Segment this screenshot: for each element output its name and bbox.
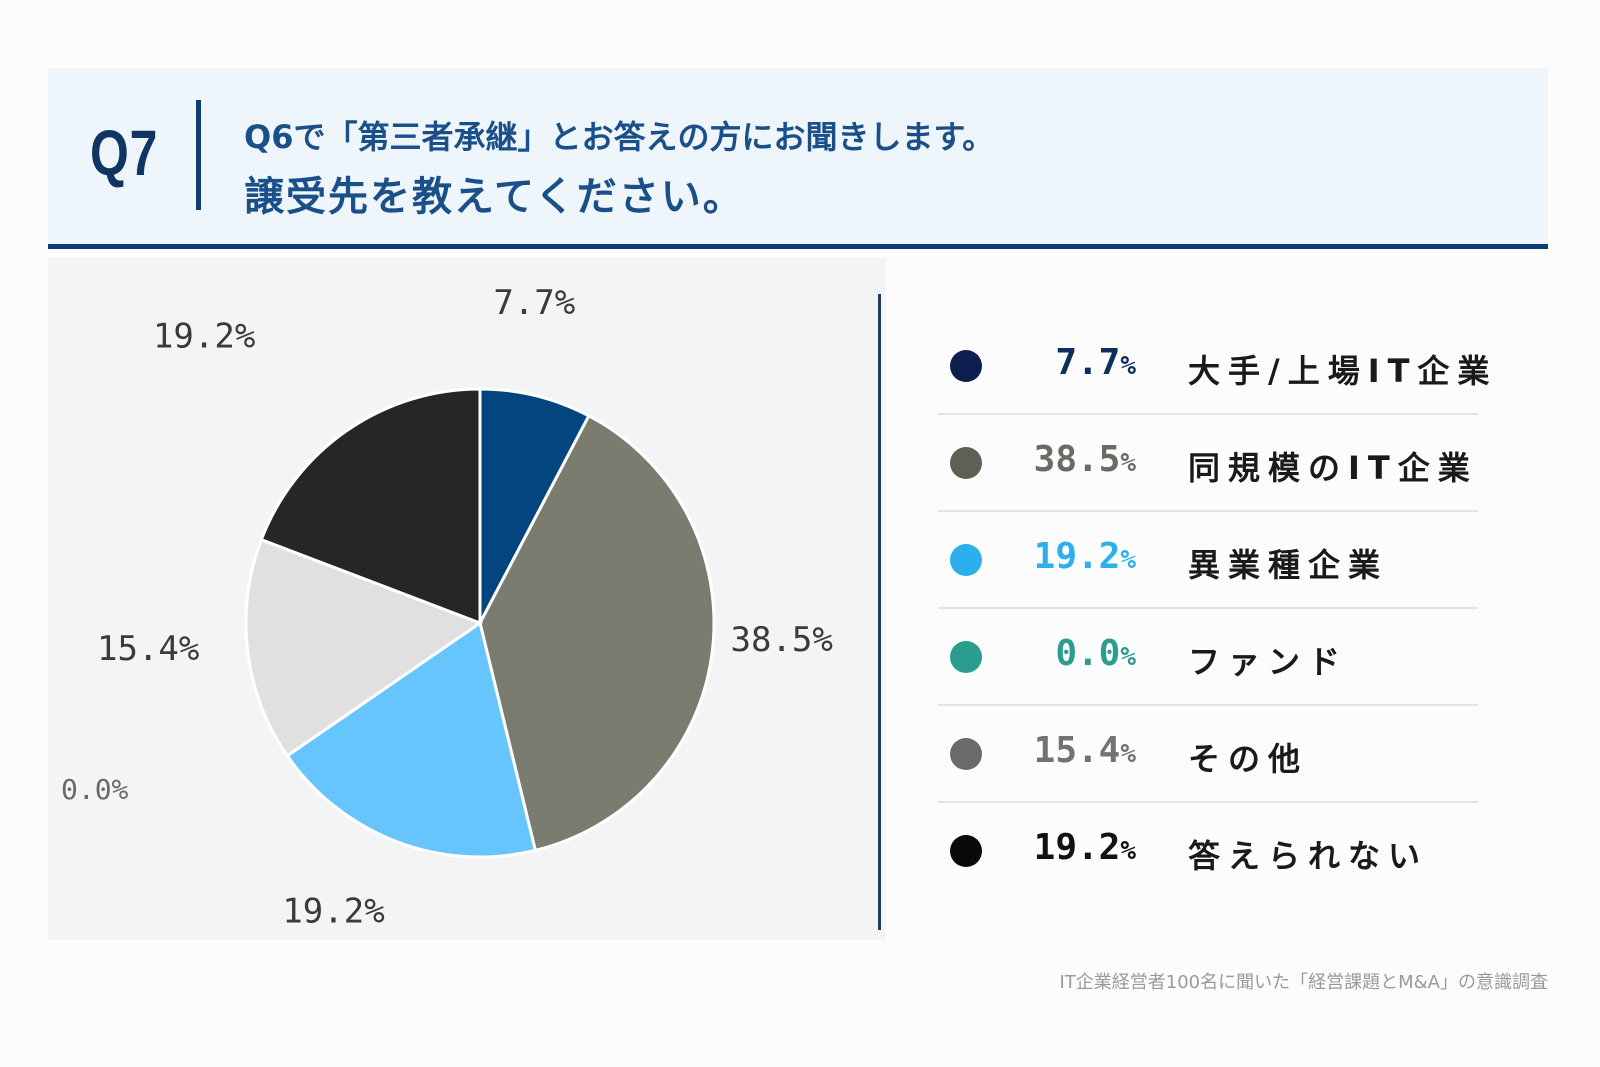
legend-label: 異業種企業: [1188, 546, 1389, 584]
pie-slice: [244, 537, 484, 758]
legend-item: 15.4% その他: [938, 706, 1478, 803]
legend-percent-unit: %: [1120, 836, 1136, 866]
legend: 7.7% 大手/上場IT企業 38.5% 同規模のIT企業 19.2% 異業種企…: [938, 318, 1489, 898]
legend-item: 0.0% ファンド: [938, 609, 1478, 706]
legend-label: ファンド: [1188, 643, 1349, 681]
legend-percent: 7.7%: [1006, 342, 1136, 383]
legend-item: 7.7% 大手/上場IT企業: [938, 318, 1489, 415]
legend-percent-value: 0.0: [1055, 633, 1121, 674]
pie-data-label: 7.7%: [493, 283, 575, 323]
legend-dot: [950, 835, 982, 867]
legend-percent-unit: %: [1120, 545, 1136, 575]
pie-chart: 7.7% 38.5% 19.2% 0.0% 15.4% 19.2%: [61, 283, 833, 932]
question-title: 譲受先を教えてください。: [244, 174, 745, 220]
pie-data-label: 19.2%: [153, 317, 255, 357]
legend-percent-unit: %: [1120, 642, 1136, 672]
pie-slice: [285, 620, 538, 859]
pie-data-label: 19.2%: [282, 892, 384, 932]
pie-data-label: 0.0%: [61, 773, 129, 806]
legend-percent-value: 19.2: [1033, 536, 1121, 577]
source-note: IT企業経営者100名に聞いた「経営課題とM&A」の意識調査: [1059, 972, 1548, 993]
legend-dot: [950, 350, 982, 382]
chart-legend-divider: [878, 294, 881, 930]
legend-percent-value: 19.2: [1033, 827, 1121, 868]
legend-item: 38.5% 同規模のIT企業: [938, 415, 1478, 512]
question-header: Q7 Q6で「第三者承継」とお答えの方にお聞きします。 譲受先を教えてください。: [48, 68, 1548, 244]
legend-item: 19.2% 答えられない: [938, 803, 1478, 898]
pie-slice: [478, 387, 591, 624]
legend-percent: 19.2%: [1006, 536, 1136, 577]
legend-percent-value: 38.5: [1033, 439, 1121, 480]
header-divider: [196, 100, 201, 210]
pie-data-label: 38.5%: [730, 620, 832, 660]
legend-percent-value: 7.7: [1055, 342, 1121, 383]
pie-data-label: 15.4%: [97, 629, 199, 669]
legend-dot: [950, 544, 982, 576]
legend-label: 答えられない: [1188, 837, 1429, 875]
legend-label: 同規模のIT企業: [1188, 449, 1478, 487]
question-preface: Q6で「第三者承継」とお答えの方にお聞きします。: [244, 118, 995, 156]
legend-label: 大手/上場IT企業: [1188, 352, 1498, 390]
pie-slice: [259, 387, 482, 626]
legend-item: 19.2% 異業種企業: [938, 512, 1478, 609]
legend-percent-unit: %: [1120, 739, 1136, 769]
legend-percent-unit: %: [1120, 448, 1136, 478]
pie-slice: [478, 413, 716, 853]
question-number: Q7: [90, 117, 159, 189]
legend-percent: 19.2%: [1006, 827, 1136, 868]
legend-dot: [950, 447, 982, 479]
legend-dot: [950, 641, 982, 673]
legend-dot: [950, 738, 982, 770]
legend-percent: 38.5%: [1006, 439, 1136, 480]
legend-percent-value: 15.4: [1033, 730, 1121, 771]
legend-percent: 15.4%: [1006, 730, 1136, 771]
legend-percent-unit: %: [1120, 351, 1136, 381]
legend-label: その他: [1188, 740, 1309, 778]
header-underline: [48, 244, 1548, 249]
legend-percent: 0.0%: [1006, 633, 1136, 674]
